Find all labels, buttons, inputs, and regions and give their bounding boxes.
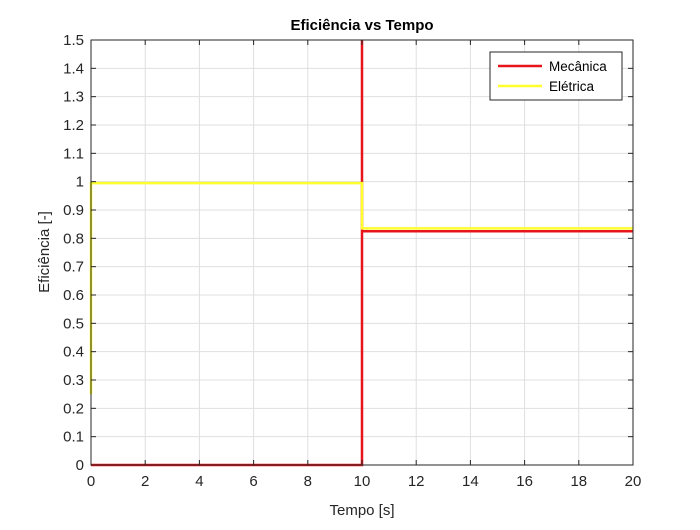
legend: Mecânica Elétrica xyxy=(489,51,623,101)
chart-title: Eficiência vs Tempo xyxy=(290,17,433,34)
x-tick-label: 14 xyxy=(462,473,479,490)
y-tick-label: 1.4 xyxy=(63,60,84,77)
y-tick-label: 0.8 xyxy=(63,230,84,247)
x-tick-label: 6 xyxy=(249,473,257,490)
y-tick-label: 1.1 xyxy=(63,145,84,162)
x-tick-label: 10 xyxy=(354,473,371,490)
ticks: 0 2 4 6 8 10 12 14 16 18 20 0 0.1 0.2 0.3 0.4 0.5 0.6 0.7 0… xyxy=(63,32,641,490)
y-tick-label: 1.2 xyxy=(63,117,84,134)
x-tick-label: 20 xyxy=(625,473,642,490)
legend-box xyxy=(489,51,623,101)
y-tick-label: 1.5 xyxy=(63,32,84,49)
y-tick-label: 1.3 xyxy=(63,89,84,106)
x-tick-label: 4 xyxy=(195,473,203,490)
x-tick-label: 12 xyxy=(408,473,425,490)
legend-label: Mecânica xyxy=(549,59,607,74)
y-tick-label: 1 xyxy=(76,174,84,191)
x-tick-label: 18 xyxy=(570,473,587,490)
y-tick-label: 0.5 xyxy=(63,315,84,332)
y-tick-label: 0.1 xyxy=(63,429,84,446)
y-tick-label: 0.3 xyxy=(63,372,84,389)
y-tick-label: 0.2 xyxy=(63,400,84,417)
y-tick-label: 0 xyxy=(76,457,84,474)
y-axis-label: Eficiência [-] xyxy=(36,211,53,293)
y-tick-label: 0.7 xyxy=(63,259,84,276)
x-tick-label: 8 xyxy=(304,473,312,490)
y-tick-label: 0.6 xyxy=(63,287,84,304)
y-tick-label: 0.4 xyxy=(63,344,84,361)
x-tick-label: 0 xyxy=(87,473,95,490)
x-tick-label: 2 xyxy=(141,473,149,490)
y-tick-label: 0.9 xyxy=(63,202,84,219)
x-axis-label: Tempo [s] xyxy=(329,502,394,519)
legend-label: Elétrica xyxy=(549,79,595,94)
x-tick-label: 16 xyxy=(516,473,533,490)
